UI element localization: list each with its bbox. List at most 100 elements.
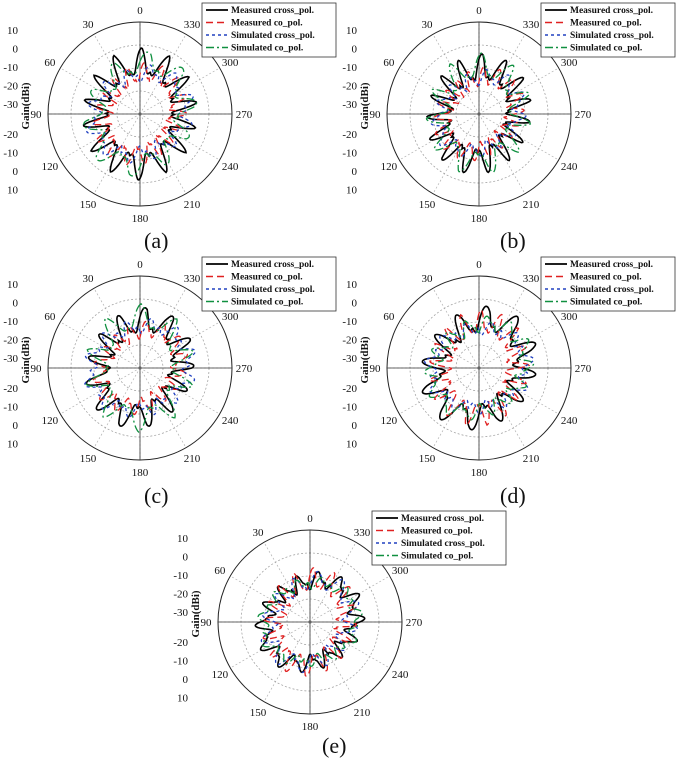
angle-label-180: 180	[471, 467, 488, 476]
radial-tick-top-4: -30	[3, 353, 18, 365]
series-trace-1	[262, 567, 358, 677]
radial-tick-top-0: 10	[7, 279, 19, 291]
radial-tick-top-1: 0	[13, 298, 19, 310]
caption-e: (e)	[322, 733, 347, 758]
radial-tick-top-1: 0	[183, 552, 189, 564]
radial-tick-bottom-2: 0	[13, 420, 19, 432]
caption-c: (c)	[144, 483, 169, 508]
radial-tick-bottom-3: 10	[346, 439, 358, 451]
legend-label-1: Measured co_pol.	[401, 527, 473, 537]
angle-label-150: 150	[80, 199, 97, 211]
polar-chart-b: 0 30 60 90 120 150 180 210 240 270 300 330 10 0 -10 -20…	[342, 2, 676, 222]
angle-label-270: 270	[236, 363, 253, 375]
angle-label-0: 0	[137, 5, 143, 17]
angle-label-330: 330	[523, 273, 540, 285]
angle-label-120: 120	[212, 669, 229, 681]
angle-label-60: 60	[214, 565, 226, 577]
angle-label-30: 30	[83, 19, 95, 31]
angle-label-240: 240	[561, 415, 578, 427]
radial-tick-top-3: -20	[3, 81, 18, 93]
legend-label-3: Simulated co_pol.	[570, 44, 642, 54]
angle-label-60: 60	[44, 57, 56, 69]
y-axis-label: Gain(dBi)	[20, 82, 32, 129]
angle-label-300: 300	[561, 311, 578, 323]
grid-spoke-10	[478, 67, 559, 115]
series-trace-2	[260, 570, 360, 674]
polar-chart-c: 0 30 60 90 120 150 180 210 240 270 300 330 10 0 -10 -20…	[3, 256, 337, 476]
radial-tick-top-0: 10	[346, 279, 358, 291]
radial-tick-bottom-2: 0	[352, 166, 358, 178]
angle-label-300: 300	[561, 57, 578, 69]
radial-tick-top-2: -10	[3, 316, 18, 328]
series-trace-3	[85, 302, 195, 434]
angle-label-210: 210	[523, 453, 540, 465]
angle-label-150: 150	[250, 707, 267, 719]
legend-label-1: Measured co_pol.	[231, 273, 303, 283]
grid-spoke-1	[263, 542, 311, 623]
angle-label-120: 120	[42, 161, 59, 173]
radial-tick-bottom-3: 10	[346, 185, 358, 197]
radial-tick-top-1: 0	[13, 44, 19, 56]
angle-label-90: 90	[370, 109, 382, 121]
grid-spoke-11	[139, 288, 187, 369]
legend-label-0: Measured cross_pol.	[570, 6, 653, 16]
legend-label-3: Simulated co_pol.	[231, 298, 303, 308]
radial-tick-top-0: 10	[346, 25, 358, 37]
angle-label-60: 60	[383, 311, 395, 323]
radial-tick-bottom-1: -10	[342, 148, 357, 160]
angle-label-270: 270	[406, 617, 423, 629]
angle-label-150: 150	[419, 199, 436, 211]
angle-label-180: 180	[132, 213, 149, 222]
radial-tick-top-1: 0	[352, 44, 358, 56]
panel-c: 0 30 60 90 120 150 180 210 240 270 300 330 10 0 -10 -20…	[0, 254, 338, 476]
radial-tick-bottom-3: 10	[7, 185, 19, 197]
legend-label-3: Simulated co_pol.	[401, 552, 473, 562]
angle-label-150: 150	[419, 453, 436, 465]
angle-label-210: 210	[184, 199, 201, 211]
grid-spoke-10	[309, 575, 390, 623]
grid-spoke-10	[139, 321, 220, 369]
grid-spoke-4	[230, 621, 311, 669]
legend-label-0: Measured cross_pol.	[231, 260, 314, 270]
angle-label-270: 270	[236, 109, 253, 121]
angle-label-90: 90	[201, 617, 213, 629]
y-axis-label: Gain(dBi)	[359, 336, 371, 383]
angle-label-330: 330	[354, 527, 371, 539]
series-trace-1	[428, 308, 531, 427]
angle-label-330: 330	[523, 19, 540, 31]
series-trace-2	[430, 69, 527, 158]
grid-spoke-1	[432, 34, 480, 115]
angle-label-270: 270	[575, 363, 592, 375]
caption-b: (b)	[500, 228, 526, 253]
radial-tick-bottom-1: -10	[3, 148, 18, 160]
grid-spoke-8	[309, 621, 390, 669]
radial-tick-bottom-2: 0	[13, 166, 19, 178]
series-trace-3	[257, 576, 363, 667]
series-trace-0	[82, 47, 198, 181]
radial-tick-top-4: -30	[342, 99, 357, 111]
angle-label-0: 0	[476, 259, 482, 271]
radial-tick-top-2: -10	[342, 316, 357, 328]
angle-label-120: 120	[381, 415, 398, 427]
panel-e: 0 30 60 90 120 150 180 210 240 270 300 330 10 0 -10 -20…	[170, 508, 508, 730]
legend: Measured cross_pol. Measured co_pol. Simul…	[371, 510, 507, 566]
radial-tick-top-4: -30	[3, 99, 18, 111]
angle-label-0: 0	[137, 259, 143, 271]
grid-spoke-1	[432, 288, 480, 369]
radial-tick-bottom-0: -20	[3, 383, 18, 395]
radial-tick-top-3: -20	[173, 589, 188, 601]
legend: Measured cross_pol. Measured co_pol. Simul…	[201, 2, 337, 58]
radial-tick-top-4: -30	[173, 607, 188, 619]
angle-label-240: 240	[222, 161, 239, 173]
legend-label-3: Simulated co_pol.	[231, 44, 303, 54]
radial-tick-top-2: -10	[342, 62, 357, 74]
legend-label-1: Measured co_pol.	[570, 19, 642, 29]
angle-label-120: 120	[42, 415, 59, 427]
legend-label-2: Simulated cross_pol.	[570, 285, 654, 295]
series-trace-0	[85, 306, 195, 428]
legend-label-2: Simulated cross_pol.	[401, 539, 485, 549]
caption-a: (a)	[144, 228, 169, 253]
radial-tick-bottom-3: 10	[177, 693, 189, 705]
angle-label-60: 60	[44, 311, 56, 323]
radial-tick-bottom-0: -20	[173, 637, 188, 649]
